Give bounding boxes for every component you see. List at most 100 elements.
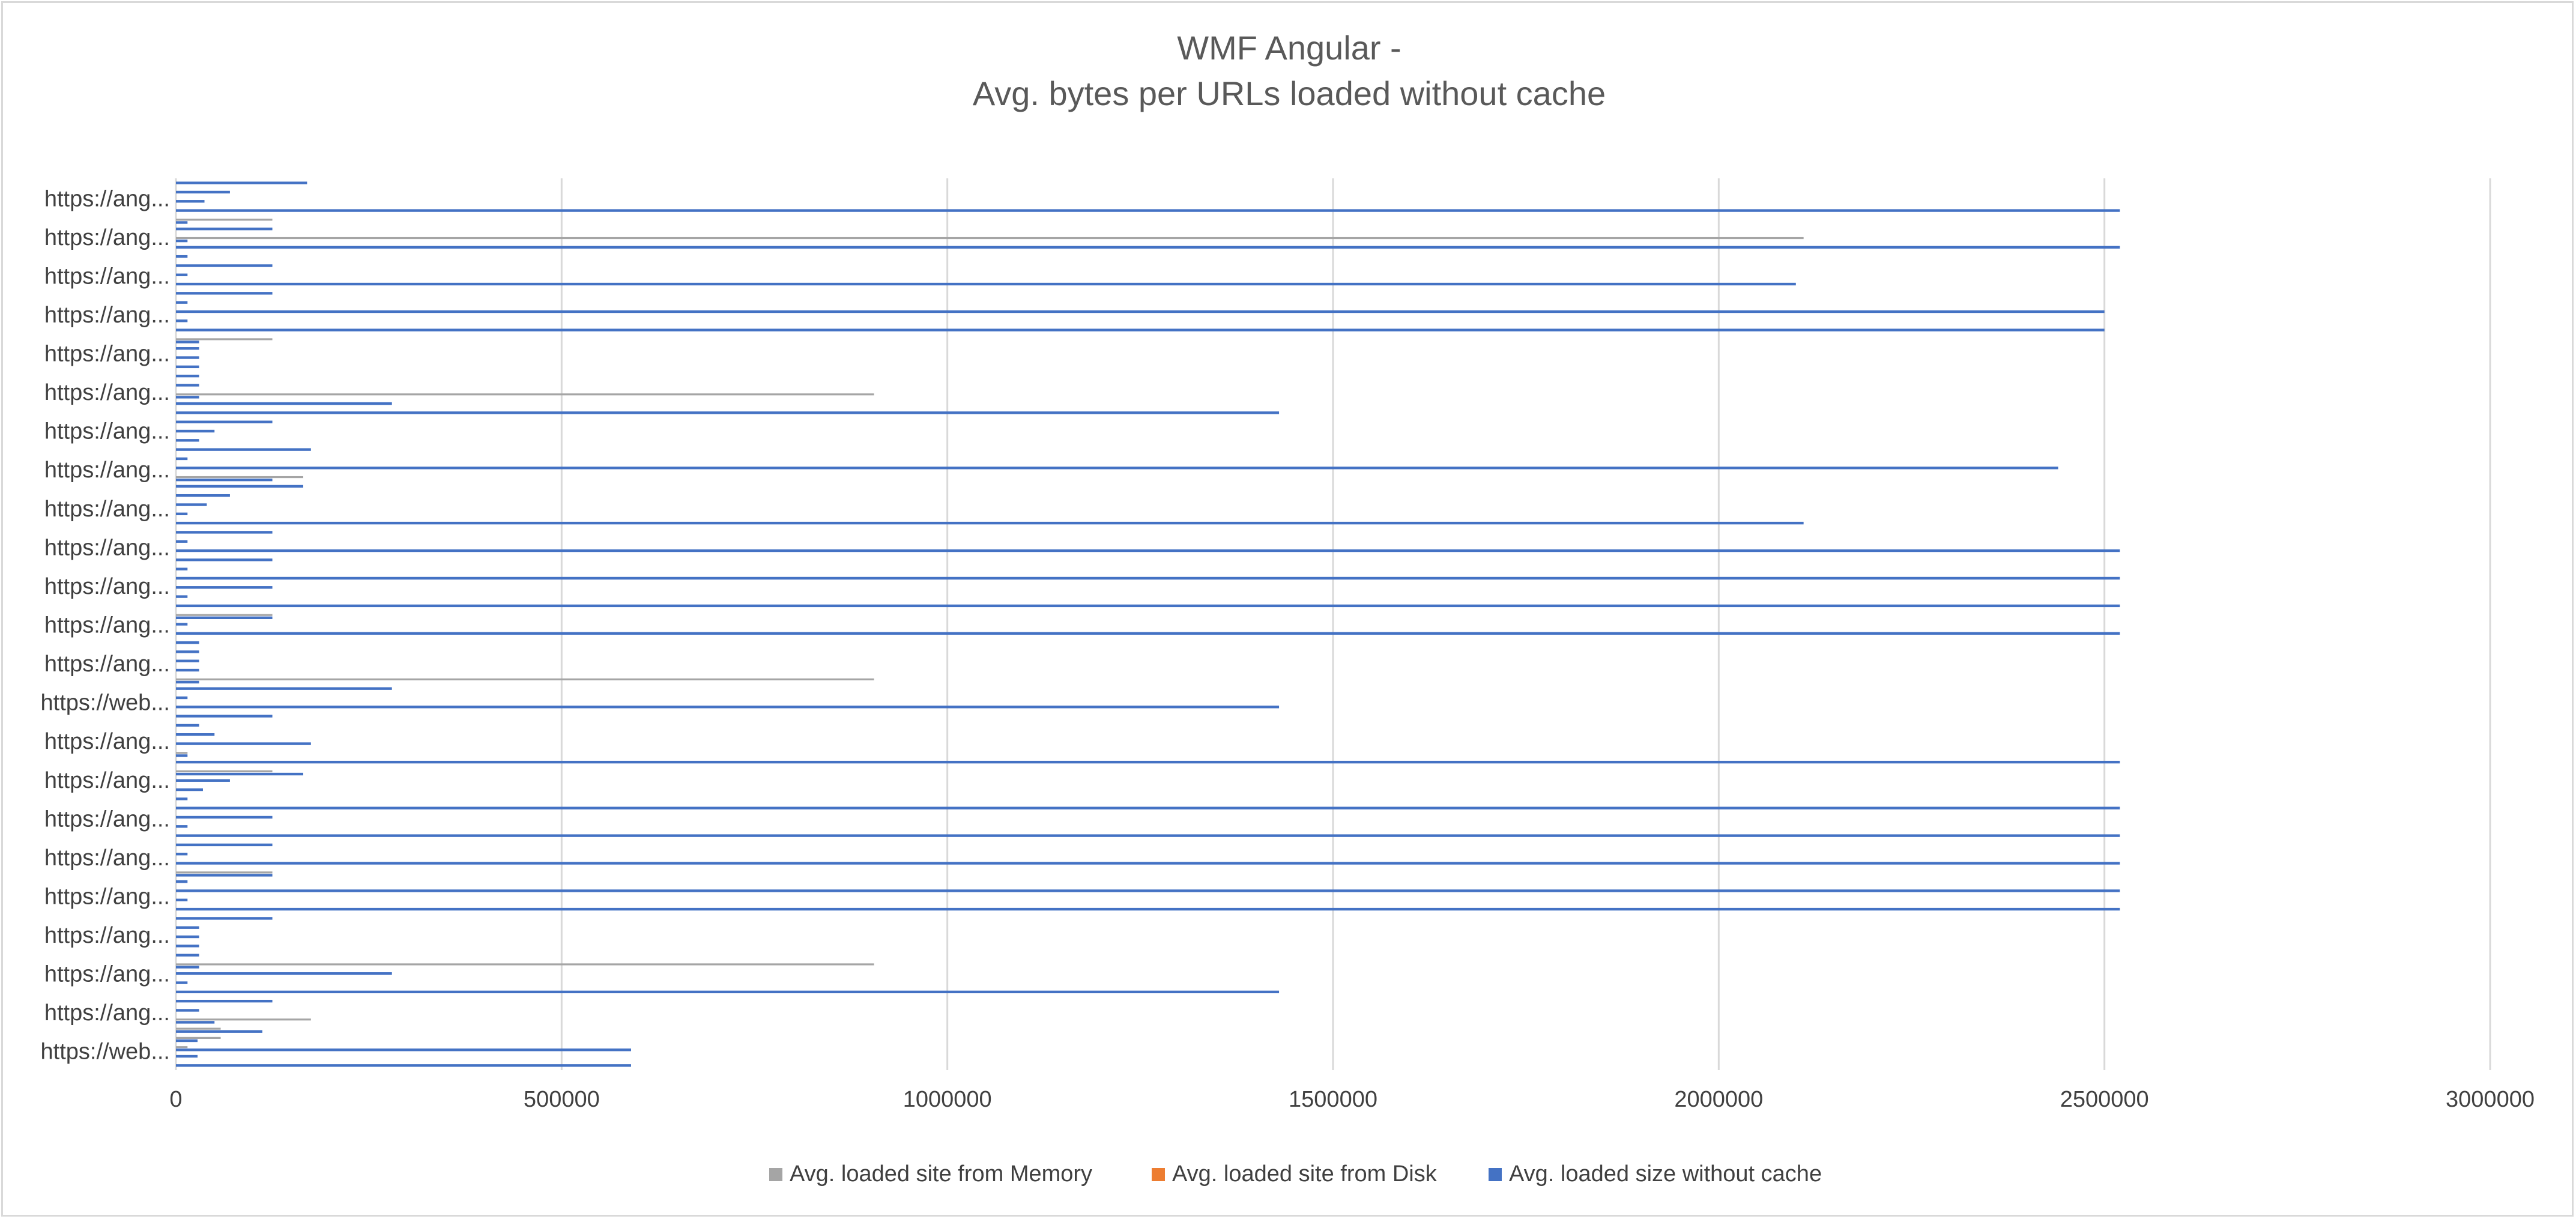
- bar-without-cache: [176, 200, 205, 203]
- bar-without-cache: [176, 641, 199, 644]
- bar-without-cache: [176, 632, 2120, 635]
- bar-without-cache: [176, 310, 2105, 313]
- bar-without-cache: [176, 485, 303, 488]
- bar-without-cache: [176, 981, 188, 984]
- bar-without-cache: [176, 706, 1280, 709]
- x-tick-label: 1000000: [903, 1087, 992, 1112]
- bar-without-cache: [176, 880, 188, 883]
- bar-without-cache: [176, 429, 215, 433]
- y-tick-label: https://ang...: [44, 535, 170, 560]
- bar-without-cache: [176, 347, 199, 350]
- bar-without-cache: [176, 503, 207, 506]
- grid-lines: [175, 178, 2491, 1070]
- bar-memory: [176, 678, 874, 680]
- bar-without-cache: [176, 540, 188, 543]
- y-tick-label: https://ang...: [44, 923, 170, 948]
- legend-swatch-disk: [1152, 1168, 1165, 1181]
- x-tick-label: 2500000: [2060, 1087, 2149, 1112]
- bar-without-cache: [176, 340, 199, 343]
- bar-without-cache: [176, 356, 199, 359]
- y-tick-label: https://ang...: [44, 768, 170, 793]
- y-tick-label: https://ang...: [44, 806, 170, 832]
- legend-label-disk: Avg. loaded site from Disk: [1172, 1161, 1438, 1187]
- bar-without-cache: [176, 806, 2120, 809]
- bar-without-cache: [176, 301, 188, 304]
- bar-without-cache: [176, 457, 188, 461]
- bar-without-cache: [176, 411, 1280, 414]
- bar-without-cache: [176, 190, 230, 194]
- y-tick-label: https://ang...: [44, 342, 170, 367]
- bar-without-cache: [176, 604, 2120, 608]
- bar-without-cache: [176, 181, 307, 184]
- bar-memory: [176, 963, 874, 966]
- y-tick-label: https://ang...: [44, 303, 170, 328]
- bar-without-cache: [176, 558, 273, 561]
- bar-memory: [176, 338, 273, 340]
- y-tick-label: https://ang...: [44, 652, 170, 677]
- bar-without-cache: [176, 255, 188, 258]
- bar-without-cache: [176, 467, 2058, 470]
- bar-without-cache: [176, 733, 215, 736]
- y-tick-label: https://web...: [41, 691, 170, 716]
- bar-memory: [176, 614, 273, 616]
- y-tick-label: https://ang...: [44, 613, 170, 638]
- bar-without-cache: [176, 907, 2120, 911]
- bar-without-cache: [176, 1030, 262, 1033]
- bar-without-cache: [176, 687, 392, 690]
- bar-without-cache: [176, 1064, 631, 1067]
- bar-without-cache: [176, 650, 199, 653]
- bar-without-cache: [176, 209, 2120, 212]
- x-tick-label: 500000: [524, 1087, 600, 1112]
- bar-without-cache: [176, 531, 273, 534]
- chart-title-line-2: Avg. bytes per URLs loaded without cache: [973, 74, 1606, 112]
- bar-without-cache: [176, 834, 2120, 837]
- bar-without-cache: [176, 862, 2120, 865]
- bar-without-cache: [176, 825, 188, 828]
- x-tick-label: 0: [169, 1087, 182, 1112]
- y-axis-ticks: https://ang... https://ang... https://ang.…: [41, 186, 170, 1064]
- bar-without-cache: [176, 512, 188, 515]
- y-tick-label: https://ang...: [44, 380, 170, 405]
- legend-label-memory: Avg. loaded site from Memory: [790, 1161, 1092, 1187]
- y-tick-label: https://ang...: [44, 1000, 170, 1026]
- bar-without-cache: [176, 623, 188, 626]
- x-tick-label: 1500000: [1289, 1087, 1377, 1112]
- x-axis-ticks: 0 500000 1000000 1500000 2000000 2500000 30000…: [169, 1087, 2535, 1112]
- bar-without-cache: [176, 567, 188, 570]
- bar-memory: [176, 1036, 221, 1039]
- bar-memory: [176, 1046, 188, 1048]
- bar-without-cache: [176, 549, 2120, 552]
- bar-memory: [176, 770, 273, 773]
- bar-without-cache: [176, 273, 188, 276]
- legend-swatch-memory: [769, 1168, 782, 1181]
- bar-memory: [176, 219, 273, 221]
- chart-svg: WMF Angular - Avg. bytes per URLs loaded…: [41, 29, 2535, 1187]
- x-tick-label: 3000000: [2446, 1087, 2535, 1112]
- bar-without-cache: [176, 990, 1280, 994]
- bar-without-cache: [176, 668, 199, 672]
- bar-without-cache: [176, 420, 273, 423]
- bar-without-cache: [176, 788, 203, 791]
- bar-without-cache: [176, 898, 188, 901]
- chart-title-line-1: WMF Angular -: [1177, 29, 1401, 67]
- bar-without-cache: [176, 772, 303, 776]
- y-tick-label: https://ang...: [44, 419, 170, 444]
- bar-without-cache: [176, 954, 199, 957]
- chart-title: WMF Angular - Avg. bytes per URLs loaded…: [973, 29, 1606, 112]
- bar-without-cache: [176, 396, 199, 399]
- bar-without-cache: [176, 384, 199, 387]
- y-tick-label: https://ang...: [44, 962, 170, 987]
- bar-without-cache: [176, 1054, 198, 1058]
- bar-without-cache: [176, 521, 1804, 525]
- bar-memory: [176, 476, 303, 479]
- bar-memory: [176, 1018, 311, 1021]
- bar-memory: [176, 871, 273, 874]
- bar-without-cache: [176, 696, 188, 700]
- y-tick-label: https://ang...: [44, 729, 170, 754]
- y-tick-label: https://ang...: [44, 264, 170, 289]
- bar-without-cache: [176, 365, 199, 369]
- bar-without-cache: [176, 576, 2120, 580]
- x-tick-label: 2000000: [1674, 1087, 1763, 1112]
- bar-without-cache: [176, 935, 199, 939]
- bar-without-cache: [176, 715, 273, 718]
